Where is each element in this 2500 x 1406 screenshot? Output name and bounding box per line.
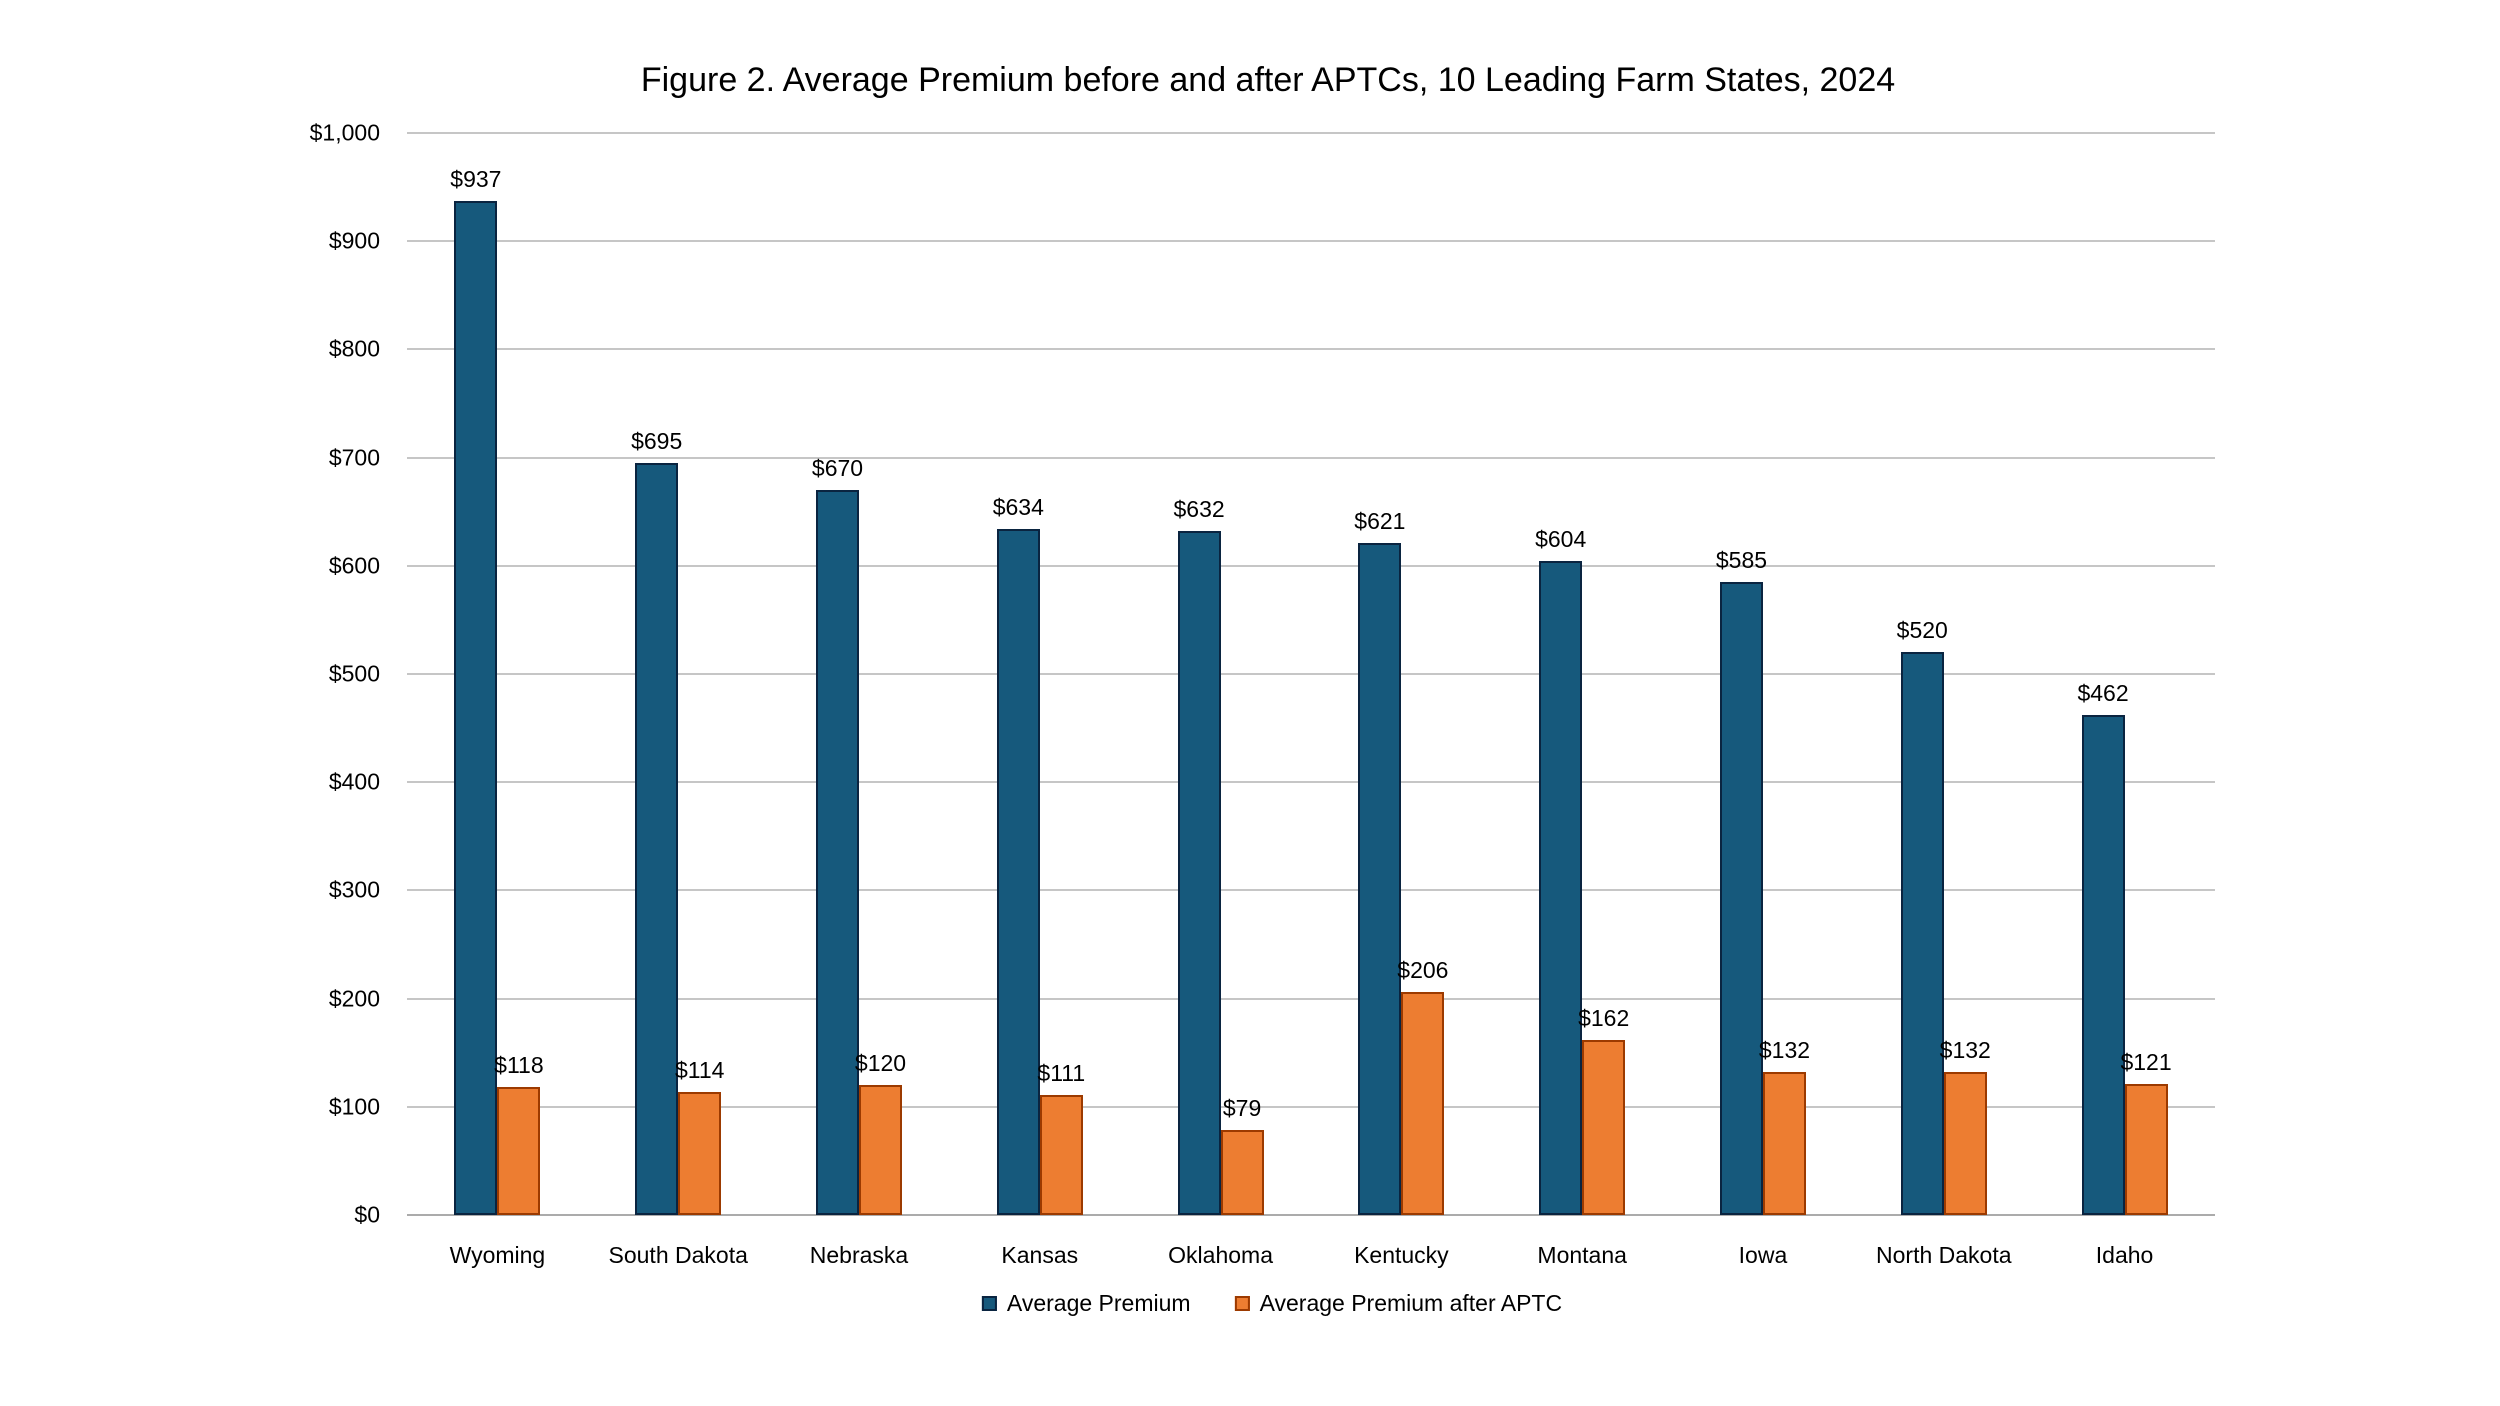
bar-average-premium: $604 (1535, 526, 1586, 1215)
bar-average-premium: $585 (1716, 547, 1767, 1215)
gridline (407, 132, 2215, 134)
x-axis-label-nebraska: Nebraska (809, 1242, 909, 1268)
gridline (407, 1105, 2215, 1108)
bar-value-label: $121 (2120, 1049, 2172, 1076)
bar-value-label: $604 (1535, 526, 1587, 553)
y-tick-label: $800 (328, 335, 380, 362)
y-tick-label: $900 (328, 227, 380, 254)
bar-group-kansas: $634 $111 (949, 133, 1130, 1215)
bar-average-premium: $462 (2077, 680, 2129, 1215)
bar-group-north-dakota: $520 $132 (1853, 133, 2034, 1215)
bar-value-label: $114 (674, 1056, 725, 1083)
bar-average-premium-after-aptc: $132 (1759, 1037, 1810, 1215)
x-axis-label-south-dakota: South Dakota (608, 1242, 748, 1268)
bar-average-premium: $634 (993, 494, 1044, 1215)
y-tick-label: $0 (354, 1201, 380, 1228)
gridline (407, 997, 2215, 1000)
x-axis-label-iowa: Iowa (1738, 1242, 1788, 1268)
bar-value-label: $120 (854, 1050, 907, 1077)
bar-group-wyoming: $937 $118 (407, 133, 588, 1215)
y-tick-label: $200 (328, 985, 380, 1012)
bar-average-premium-after-aptc: $162 (1578, 1005, 1629, 1215)
gridline (407, 348, 2215, 351)
legend-item-average-premium-after-aptc: Average Premium after APTC (1234, 1290, 1563, 1317)
bar-value-label: $937 (450, 166, 502, 193)
y-tick-label: $700 (328, 444, 380, 471)
y-axis: $0 $100 $200 $300 $400 $500 $600 $700 $800 $900 $1… (150, 120, 380, 1228)
bar-value-label: $621 (1354, 508, 1406, 535)
bar-group-kentucky: $621 $206 (1311, 133, 1492, 1215)
bar-value-label: $695 (631, 428, 683, 455)
x-axis-label-oklahoma: Oklahoma (1168, 1242, 1273, 1268)
legend: Average Premium Average Premium after APT… (981, 1290, 1563, 1317)
gridline (407, 673, 2215, 675)
bar-average-premium-after-aptc: $118 (494, 1052, 544, 1215)
x-axis-label-montana: Montana (1537, 1242, 1627, 1268)
x-axis-label-kentucky: Kentucky (1354, 1242, 1449, 1268)
chart-title: Figure 2. Average Premium before and aft… (640, 61, 1896, 99)
legend-label: Average Premium after APTC (1259, 1290, 1563, 1316)
bar-value-label: $634 (992, 494, 1044, 521)
x-axis-labels: Wyoming South Dakota Nebraska Kansas Oklahom… (407, 1242, 2215, 1269)
y-tick-label: $300 (328, 876, 380, 903)
y-tick-label: $1,000 (309, 119, 380, 146)
bar-group-nebraska: $670 $120 (769, 133, 950, 1215)
gridline (407, 564, 2215, 567)
bar-average-premium: $621 (1354, 508, 1405, 1215)
legend-item-average-premium: Average Premium (981, 1290, 1191, 1317)
bar-group-south-dakota: $695 $114 (588, 133, 769, 1215)
bar-average-premium: $937 (450, 166, 501, 1215)
x-axis-label-kansas: Kansas (1001, 1242, 1079, 1268)
gridline (407, 781, 2215, 784)
bar-value-label: $462 (2077, 680, 2129, 707)
bar-average-premium: $520 (1897, 617, 1948, 1215)
bar-average-premium-after-aptc: $132 (1940, 1037, 1991, 1215)
bar-average-premium-after-aptc: $120 (855, 1050, 906, 1215)
x-axis-line (407, 1214, 2215, 1216)
bar-average-premium: $670 (812, 455, 863, 1215)
bar-average-premium-after-aptc: $114 (675, 1057, 724, 1215)
bar-value-label: $585 (1715, 547, 1768, 574)
x-axis-label-wyoming: Wyoming (449, 1242, 546, 1268)
bar-average-premium-after-aptc: $111 (1037, 1060, 1085, 1215)
gridline (407, 889, 2215, 892)
bar-value-label: $206 (1397, 957, 1449, 984)
bar-average-premium-after-aptc: $121 (2120, 1049, 2172, 1215)
x-axis-label-idaho: Idaho (2095, 1242, 2154, 1268)
bar-group-montana: $604 $162 (1492, 133, 1673, 1215)
bar-value-label: $111 (1037, 1059, 1086, 1086)
bar-average-premium-after-aptc: $79 (1220, 1095, 1264, 1215)
bar-average-premium-after-aptc: $206 (1397, 957, 1448, 1215)
bar-value-label: $520 (1896, 617, 1948, 644)
y-tick-label: $400 (328, 768, 380, 795)
bar-value-label: $132 (1939, 1037, 1991, 1064)
bar-value-label: $118 (494, 1052, 544, 1079)
bar-average-premium: $632 (1173, 496, 1225, 1215)
bar-value-label: $79 (1222, 1094, 1262, 1121)
bar-value-label: $162 (1578, 1004, 1630, 1031)
legend-swatch-icon (1234, 1296, 1250, 1311)
bar-value-label: $132 (1758, 1037, 1811, 1064)
bar-average-premium: $695 (631, 428, 682, 1215)
y-tick-label: $500 (328, 660, 380, 687)
bar-groups: $937 $118 $695 $114 $670 $120 $634 $111 $632 $79 $… (407, 133, 2215, 1215)
gridline (407, 456, 2215, 459)
bar-value-label: $632 (1173, 496, 1225, 523)
gridline (407, 240, 2215, 243)
bar-value-label: $670 (811, 455, 864, 482)
legend-swatch-icon (981, 1296, 997, 1311)
y-tick-label: $100 (328, 1093, 380, 1120)
bar-group-oklahoma: $632 $79 (1130, 133, 1311, 1215)
plot-area: $937 $118 $695 $114 $670 $120 $634 $111 $632 $79 $… (407, 132, 2215, 1216)
y-tick-label: $600 (328, 552, 380, 579)
legend-label: Average Premium (1006, 1290, 1191, 1316)
bar-group-idaho: $462 $121 (2034, 133, 2215, 1215)
bar-group-iowa: $585 $132 (1673, 133, 1854, 1215)
x-axis-label-north-dakota: North Dakota (1876, 1242, 2012, 1268)
